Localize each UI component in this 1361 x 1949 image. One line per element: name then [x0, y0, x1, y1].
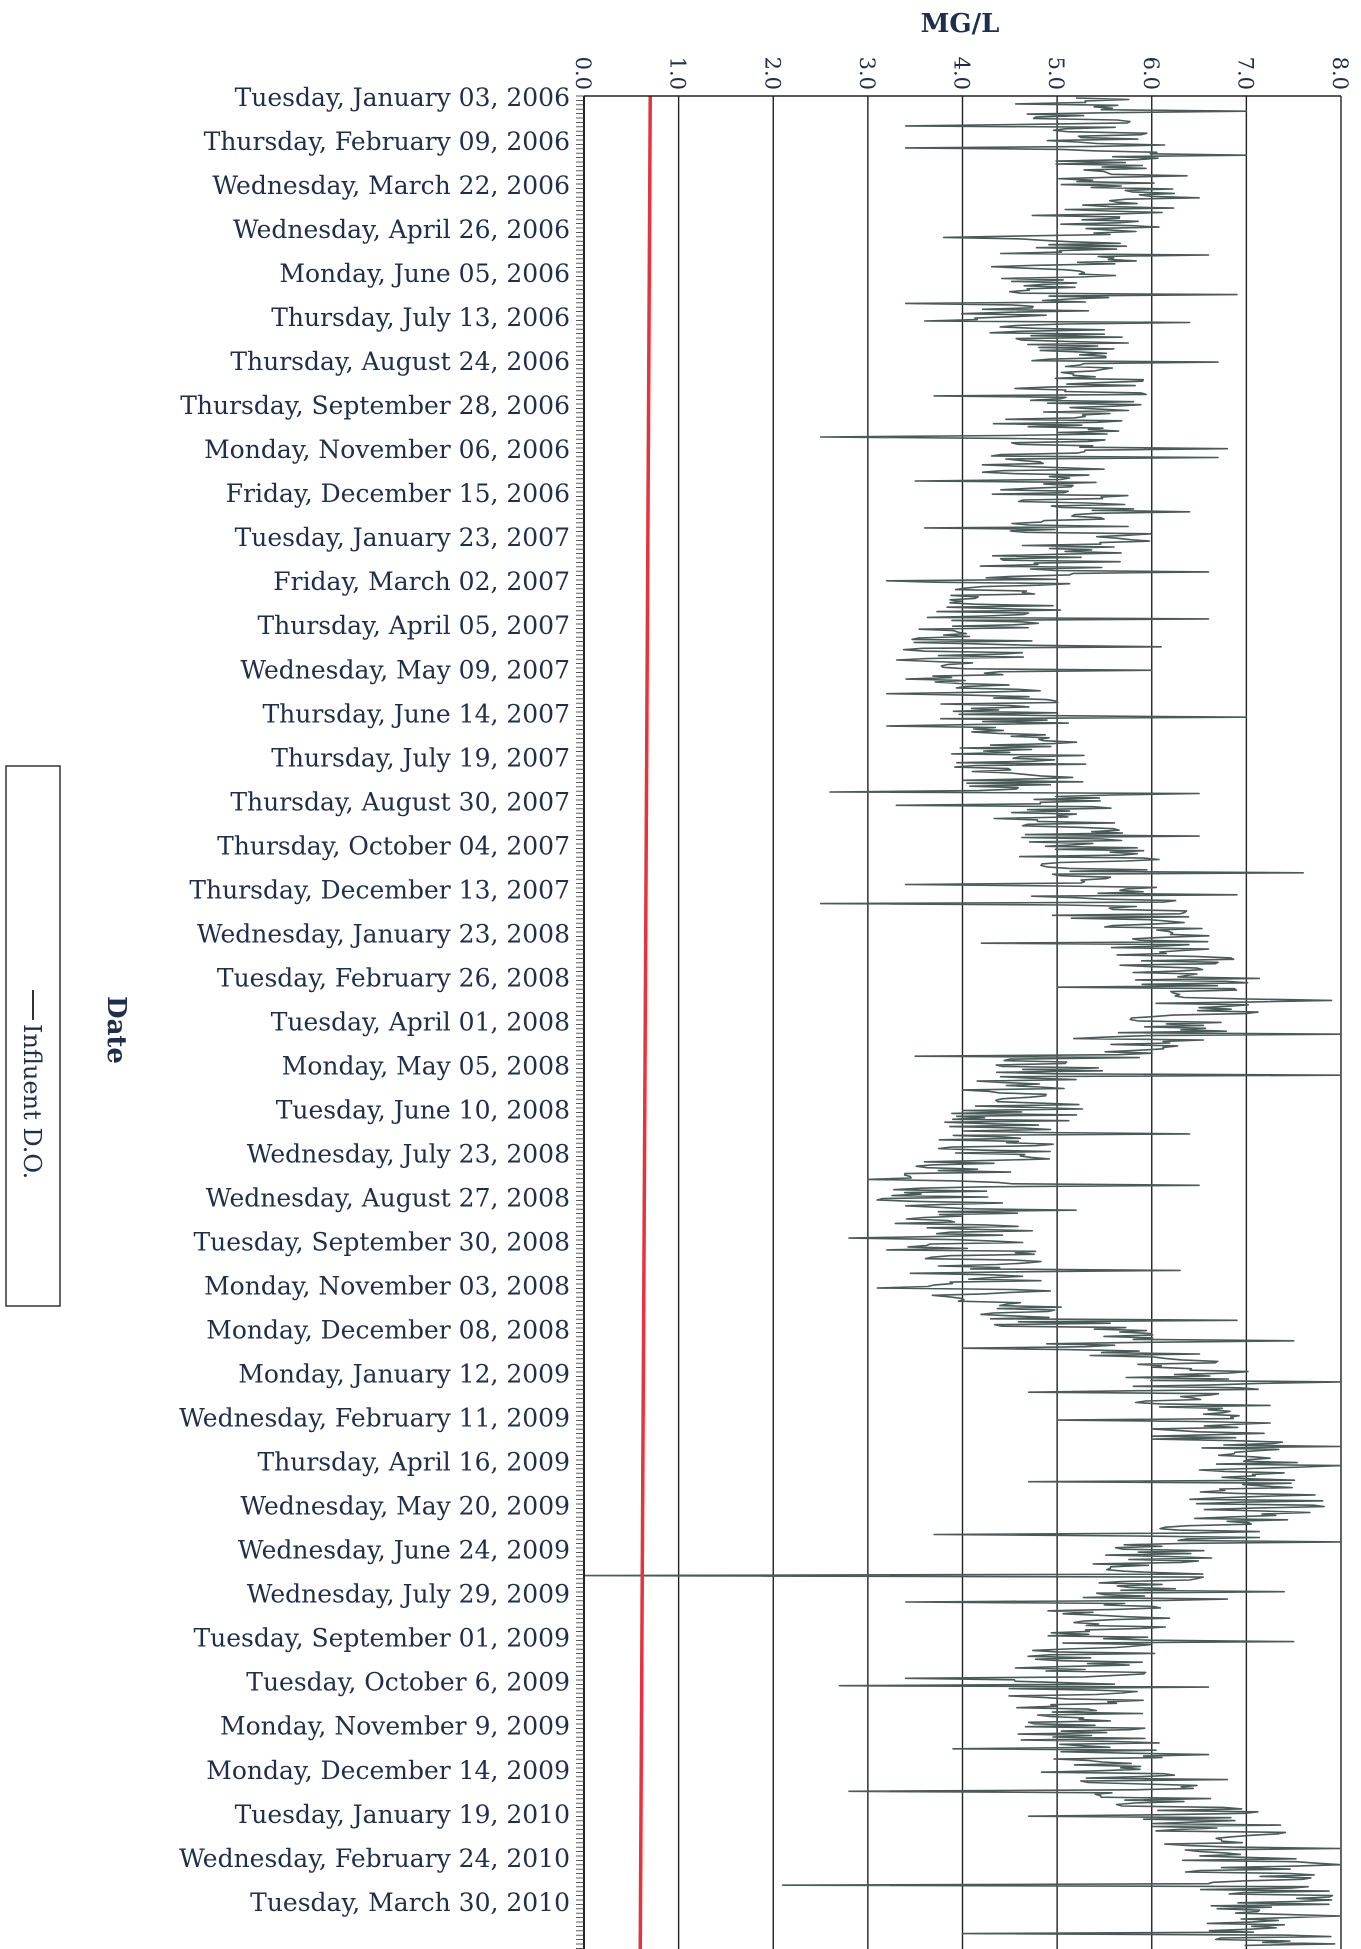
date-label-17: Thursday, October 04, 2007 [217, 831, 570, 860]
date-label-11: Friday, March 02, 2007 [273, 567, 570, 596]
date-label-20: Tuesday, February 26, 2008 [217, 963, 570, 992]
x-tick-label-7: 7.0 [1233, 57, 1257, 90]
date-label-26: Tuesday, September 30, 2008 [193, 1228, 570, 1257]
y-axis-title: Date [101, 996, 131, 1064]
date-label-24: Wednesday, July 23, 2008 [247, 1139, 570, 1168]
date-label-13: Wednesday, May 09, 2007 [240, 655, 570, 684]
date-label-0: Tuesday, January 03, 2006 [235, 83, 570, 112]
x-tick-labels: 0.0 1.0 2.0 3.0 4.0 5.0 6.0 7.0 8.0 [571, 57, 1352, 90]
date-label-36: Tuesday, October 6, 2009 [246, 1668, 570, 1697]
x-tick-label-4: 4.0 [950, 57, 974, 90]
date-label-19: Wednesday, January 23, 2008 [197, 919, 570, 948]
date-labels: Tuesday, January 03, 2006 Thursday, Febru… [179, 83, 570, 1917]
date-label-31: Thursday, April 16, 2009 [257, 1448, 570, 1477]
legend-label: Influent D.O. [18, 1024, 46, 1179]
date-label-37: Monday, November 9, 2009 [220, 1712, 570, 1741]
date-label-28: Monday, December 08, 2008 [206, 1316, 570, 1345]
date-label-2: Wednesday, March 22, 2006 [212, 171, 570, 200]
x-tick-label-1: 1.0 [666, 57, 690, 90]
reference-line [638, 95, 652, 1949]
date-label-14: Thursday, June 14, 2007 [262, 699, 570, 728]
date-label-3: Wednesday, April 26, 2006 [233, 215, 570, 244]
date-label-15: Thursday, July 19, 2007 [271, 743, 570, 772]
legend-box [5, 765, 61, 1307]
date-label-29: Monday, January 12, 2009 [238, 1360, 570, 1389]
date-label-16: Thursday, August 30, 2007 [230, 787, 570, 816]
date-label-9: Friday, December 15, 2006 [226, 479, 570, 508]
x-tick-label-0: 0.0 [571, 57, 595, 90]
x-tick-label-8: 8.0 [1328, 57, 1352, 90]
date-label-5: Thursday, July 13, 2006 [271, 303, 570, 332]
date-label-30: Wednesday, February 11, 2009 [179, 1404, 570, 1433]
date-label-7: Thursday, September 28, 2006 [180, 391, 570, 420]
date-label-21: Tuesday, April 01, 2008 [271, 1007, 570, 1036]
date-label-6: Thursday, August 24, 2006 [230, 347, 570, 376]
date-label-27: Monday, November 03, 2008 [204, 1272, 570, 1301]
x-tick-label-2: 2.0 [760, 57, 784, 90]
x-tick-label-5: 5.0 [1044, 57, 1068, 90]
date-label-38: Monday, December 14, 2009 [206, 1756, 570, 1785]
date-label-1: Thursday, February 09, 2006 [204, 127, 570, 156]
date-label-23: Tuesday, June 10, 2008 [276, 1095, 570, 1124]
x-tick-label-6: 6.0 [1139, 57, 1163, 90]
date-label-18: Thursday, December 13, 2007 [189, 875, 570, 904]
date-label-12: Thursday, April 05, 2007 [257, 611, 570, 640]
date-label-41: Tuesday, March 30, 2010 [250, 1888, 570, 1917]
date-label-22: Monday, May 05, 2008 [282, 1051, 570, 1080]
date-label-35: Tuesday, September 01, 2009 [193, 1624, 570, 1653]
date-label-4: Monday, June 05, 2006 [279, 259, 570, 288]
grid [583, 96, 1342, 1949]
date-label-8: Monday, November 06, 2006 [204, 435, 570, 464]
x-axis-title: MG/L [921, 9, 1000, 39]
date-label-10: Tuesday, January 23, 2007 [235, 523, 570, 552]
influent-do-series [583, 97, 1342, 1947]
date-label-25: Wednesday, August 27, 2008 [206, 1184, 570, 1213]
series-line-influent-do [583, 97, 1342, 1947]
date-label-33: Wednesday, June 24, 2009 [238, 1536, 570, 1565]
plot-frame [576, 95, 1341, 1949]
reference-line-group [638, 95, 652, 1949]
date-label-40: Wednesday, February 24, 2010 [179, 1844, 570, 1873]
x-tick-label-3: 3.0 [855, 57, 879, 90]
date-label-34: Wednesday, July 29, 2009 [247, 1580, 570, 1609]
date-label-39: Tuesday, January 19, 2010 [235, 1800, 570, 1829]
date-label-32: Wednesday, May 20, 2009 [240, 1492, 570, 1521]
legend: Influent D.O. [5, 765, 61, 1307]
